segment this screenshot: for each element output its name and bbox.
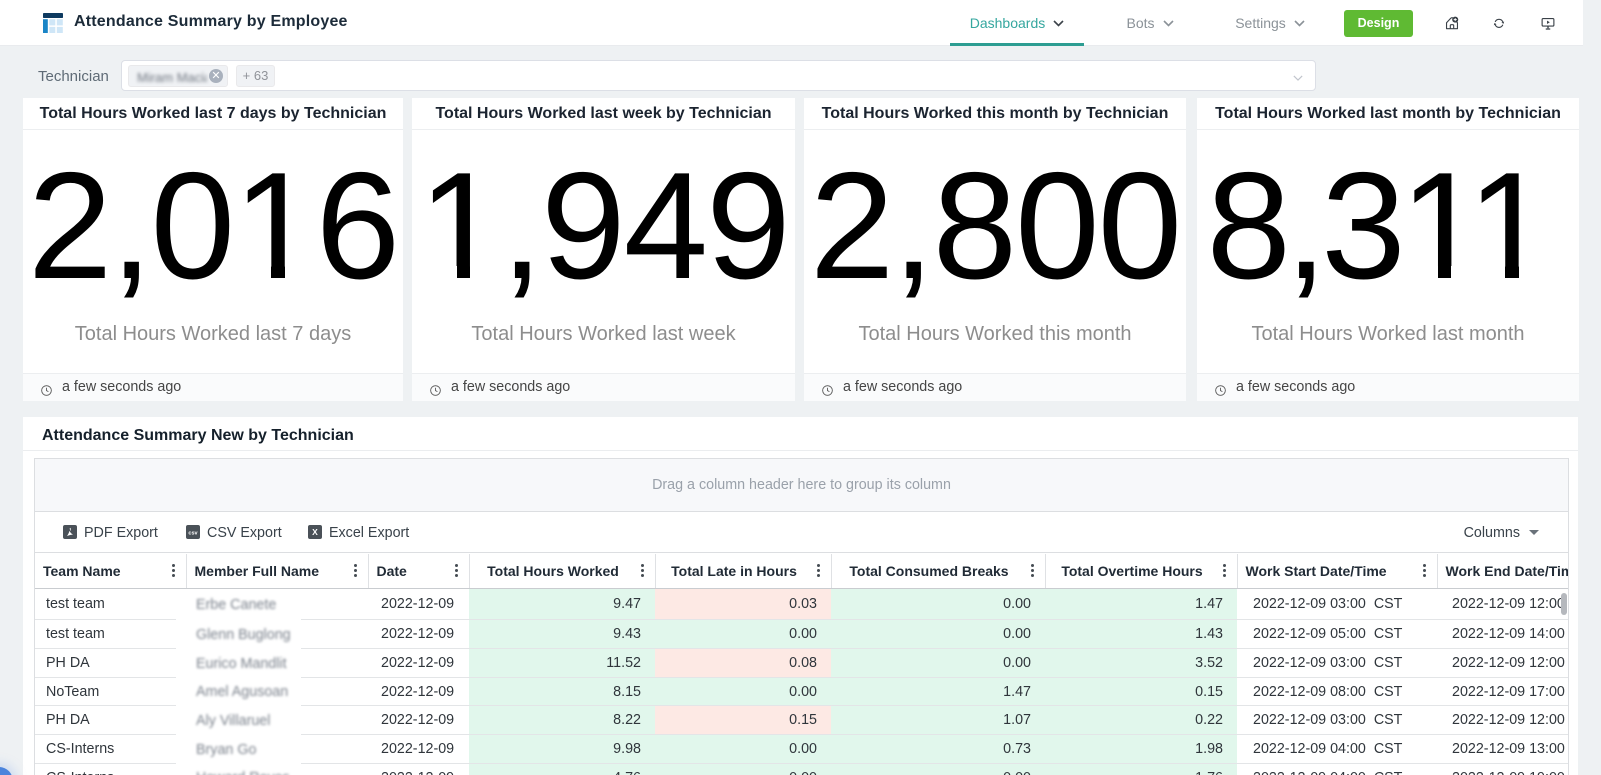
svg-text:csv: csv — [188, 530, 198, 536]
svg-text:X: X — [312, 527, 318, 537]
